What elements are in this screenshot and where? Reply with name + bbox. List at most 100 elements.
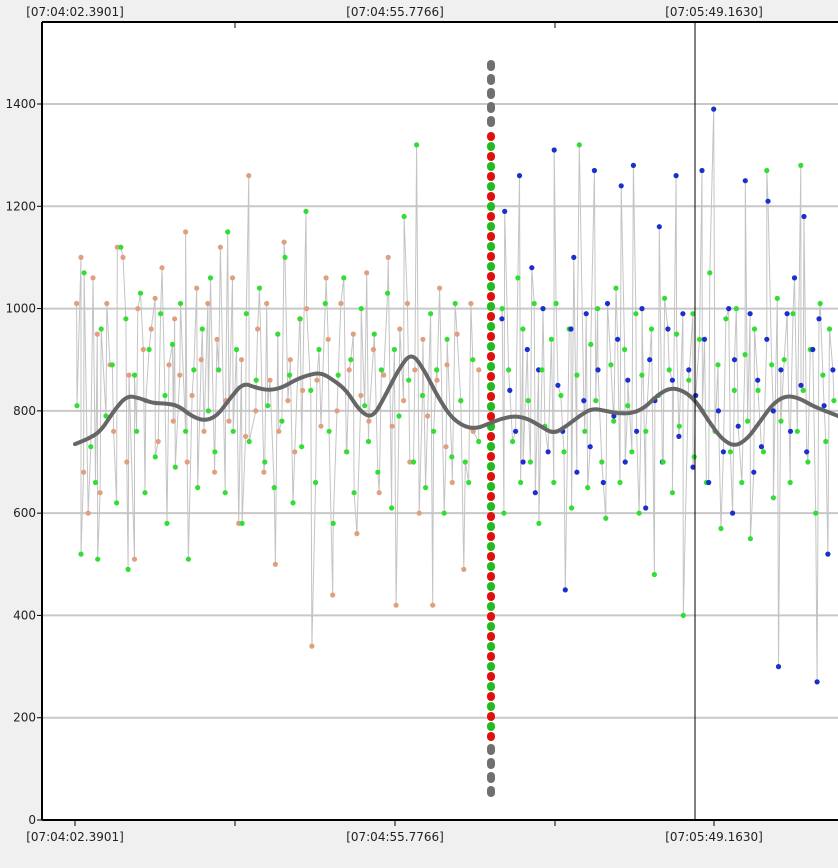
- data-point: [727, 449, 734, 455]
- data-point: [74, 403, 80, 409]
- stack-marker: [487, 612, 495, 621]
- data-point: [358, 392, 364, 399]
- data-point: [95, 556, 101, 562]
- data-point: [354, 531, 360, 537]
- data-point: [693, 392, 699, 399]
- data-point: [334, 408, 340, 414]
- data-point: [239, 520, 245, 527]
- data-point: [539, 367, 545, 373]
- data-point: [576, 142, 582, 148]
- data-point: [513, 428, 519, 434]
- data-point: [630, 162, 637, 168]
- stack-marker: [487, 172, 495, 181]
- stack-marker: [487, 232, 495, 241]
- data-point: [801, 213, 807, 220]
- data-point: [287, 372, 293, 378]
- data-point: [118, 244, 124, 250]
- data-point: [78, 254, 84, 260]
- data-point: [691, 454, 697, 460]
- data-point: [633, 311, 639, 317]
- stack-marker: [487, 632, 495, 641]
- stack-marker: [487, 402, 495, 411]
- data-point: [198, 357, 204, 363]
- data-point: [826, 326, 833, 332]
- stack-marker: [487, 442, 495, 451]
- data-point: [615, 336, 621, 342]
- data-point: [454, 331, 460, 337]
- data-point: [515, 275, 521, 281]
- data-point: [588, 341, 594, 347]
- data-point: [396, 413, 402, 419]
- stack-cap: [487, 88, 495, 99]
- data-point: [243, 433, 249, 439]
- data-point: [502, 208, 508, 214]
- stack-marker: [487, 552, 495, 561]
- data-point: [805, 459, 811, 465]
- stack-marker: [487, 732, 495, 741]
- data-point: [222, 490, 228, 496]
- data-point: [636, 510, 642, 516]
- data-point: [536, 520, 542, 527]
- data-point: [470, 428, 476, 434]
- data-point: [599, 459, 605, 465]
- data-point: [238, 357, 245, 363]
- stack-marker: [487, 542, 495, 551]
- data-point: [366, 418, 372, 424]
- data-point: [265, 403, 271, 409]
- data-point: [172, 464, 178, 470]
- data-point: [189, 392, 195, 399]
- y-tick-label: 600: [13, 506, 36, 520]
- x-tick-label-bottom: [07:04:55.7766]: [346, 830, 444, 844]
- data-point: [279, 418, 285, 424]
- stack-marker: [487, 252, 495, 261]
- stack-marker: [487, 322, 495, 331]
- data-point: [267, 377, 273, 383]
- stack-marker: [487, 712, 495, 721]
- data-point: [158, 311, 164, 317]
- stack-cap: [487, 60, 495, 71]
- data-point: [593, 398, 599, 404]
- stack-marker: [487, 602, 495, 611]
- stack-marker: [487, 182, 495, 191]
- data-point: [434, 367, 440, 373]
- stack-marker: [487, 342, 495, 351]
- data-point: [183, 229, 189, 235]
- stack-marker: [487, 412, 495, 421]
- stack-marker: [487, 372, 495, 381]
- data-point: [261, 469, 267, 475]
- data-point: [468, 300, 474, 307]
- data-point: [625, 403, 631, 409]
- smoothed-line: [73, 354, 838, 447]
- data-point: [755, 387, 761, 393]
- data-point: [287, 357, 293, 363]
- data-point: [778, 418, 784, 424]
- data-point: [214, 336, 220, 342]
- stack-marker: [487, 482, 495, 491]
- stack-marker: [487, 162, 495, 171]
- connector-line-left: [76, 144, 480, 647]
- data-point: [351, 490, 357, 496]
- stack-marker: [487, 302, 495, 311]
- data-point: [587, 444, 593, 450]
- data-point: [170, 418, 176, 424]
- data-point: [561, 449, 567, 455]
- data-point: [162, 392, 168, 399]
- data-point: [322, 300, 328, 307]
- data-point: [358, 306, 364, 312]
- data-point: [723, 316, 729, 322]
- data-point: [718, 525, 724, 532]
- data-point: [404, 300, 410, 307]
- data-point: [751, 326, 758, 332]
- data-point: [123, 316, 129, 322]
- stack-marker: [487, 572, 495, 581]
- data-point: [739, 479, 745, 486]
- data-point: [389, 505, 395, 511]
- data-point: [434, 377, 440, 383]
- x-tick-label-top: [07:05:49.1630]: [665, 5, 763, 19]
- data-point: [516, 173, 523, 179]
- y-tick-label: 800: [13, 404, 36, 418]
- stack-marker: [487, 452, 495, 461]
- data-point: [194, 285, 200, 291]
- data-point: [470, 357, 476, 363]
